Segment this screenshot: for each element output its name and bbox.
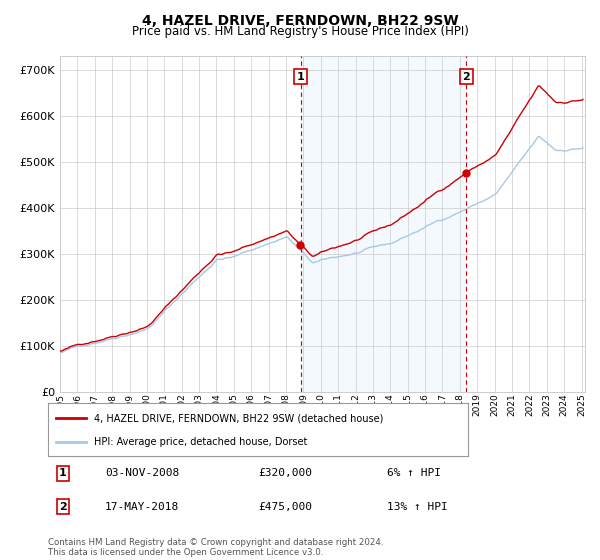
Text: 2: 2 — [463, 72, 470, 82]
Text: Contains HM Land Registry data © Crown copyright and database right 2024.
This d: Contains HM Land Registry data © Crown c… — [48, 538, 383, 557]
Bar — [301, 56, 466, 392]
Text: 6% ↑ HPI: 6% ↑ HPI — [387, 468, 441, 478]
Text: 4, HAZEL DRIVE, FERNDOWN, BH22 9SW: 4, HAZEL DRIVE, FERNDOWN, BH22 9SW — [142, 14, 458, 28]
Text: 4, HAZEL DRIVE, FERNDOWN, BH22 9SW (detached house): 4, HAZEL DRIVE, FERNDOWN, BH22 9SW (deta… — [94, 413, 383, 423]
Text: 2: 2 — [59, 502, 67, 512]
Text: 1: 1 — [297, 72, 304, 82]
Text: Price paid vs. HM Land Registry's House Price Index (HPI): Price paid vs. HM Land Registry's House … — [131, 25, 469, 38]
Text: £475,000: £475,000 — [258, 502, 312, 512]
Text: £320,000: £320,000 — [258, 468, 312, 478]
Text: 17-MAY-2018: 17-MAY-2018 — [105, 502, 179, 512]
Text: 1: 1 — [59, 468, 67, 478]
Text: 03-NOV-2008: 03-NOV-2008 — [105, 468, 179, 478]
Text: 13% ↑ HPI: 13% ↑ HPI — [387, 502, 448, 512]
Text: HPI: Average price, detached house, Dorset: HPI: Average price, detached house, Dors… — [94, 436, 308, 446]
